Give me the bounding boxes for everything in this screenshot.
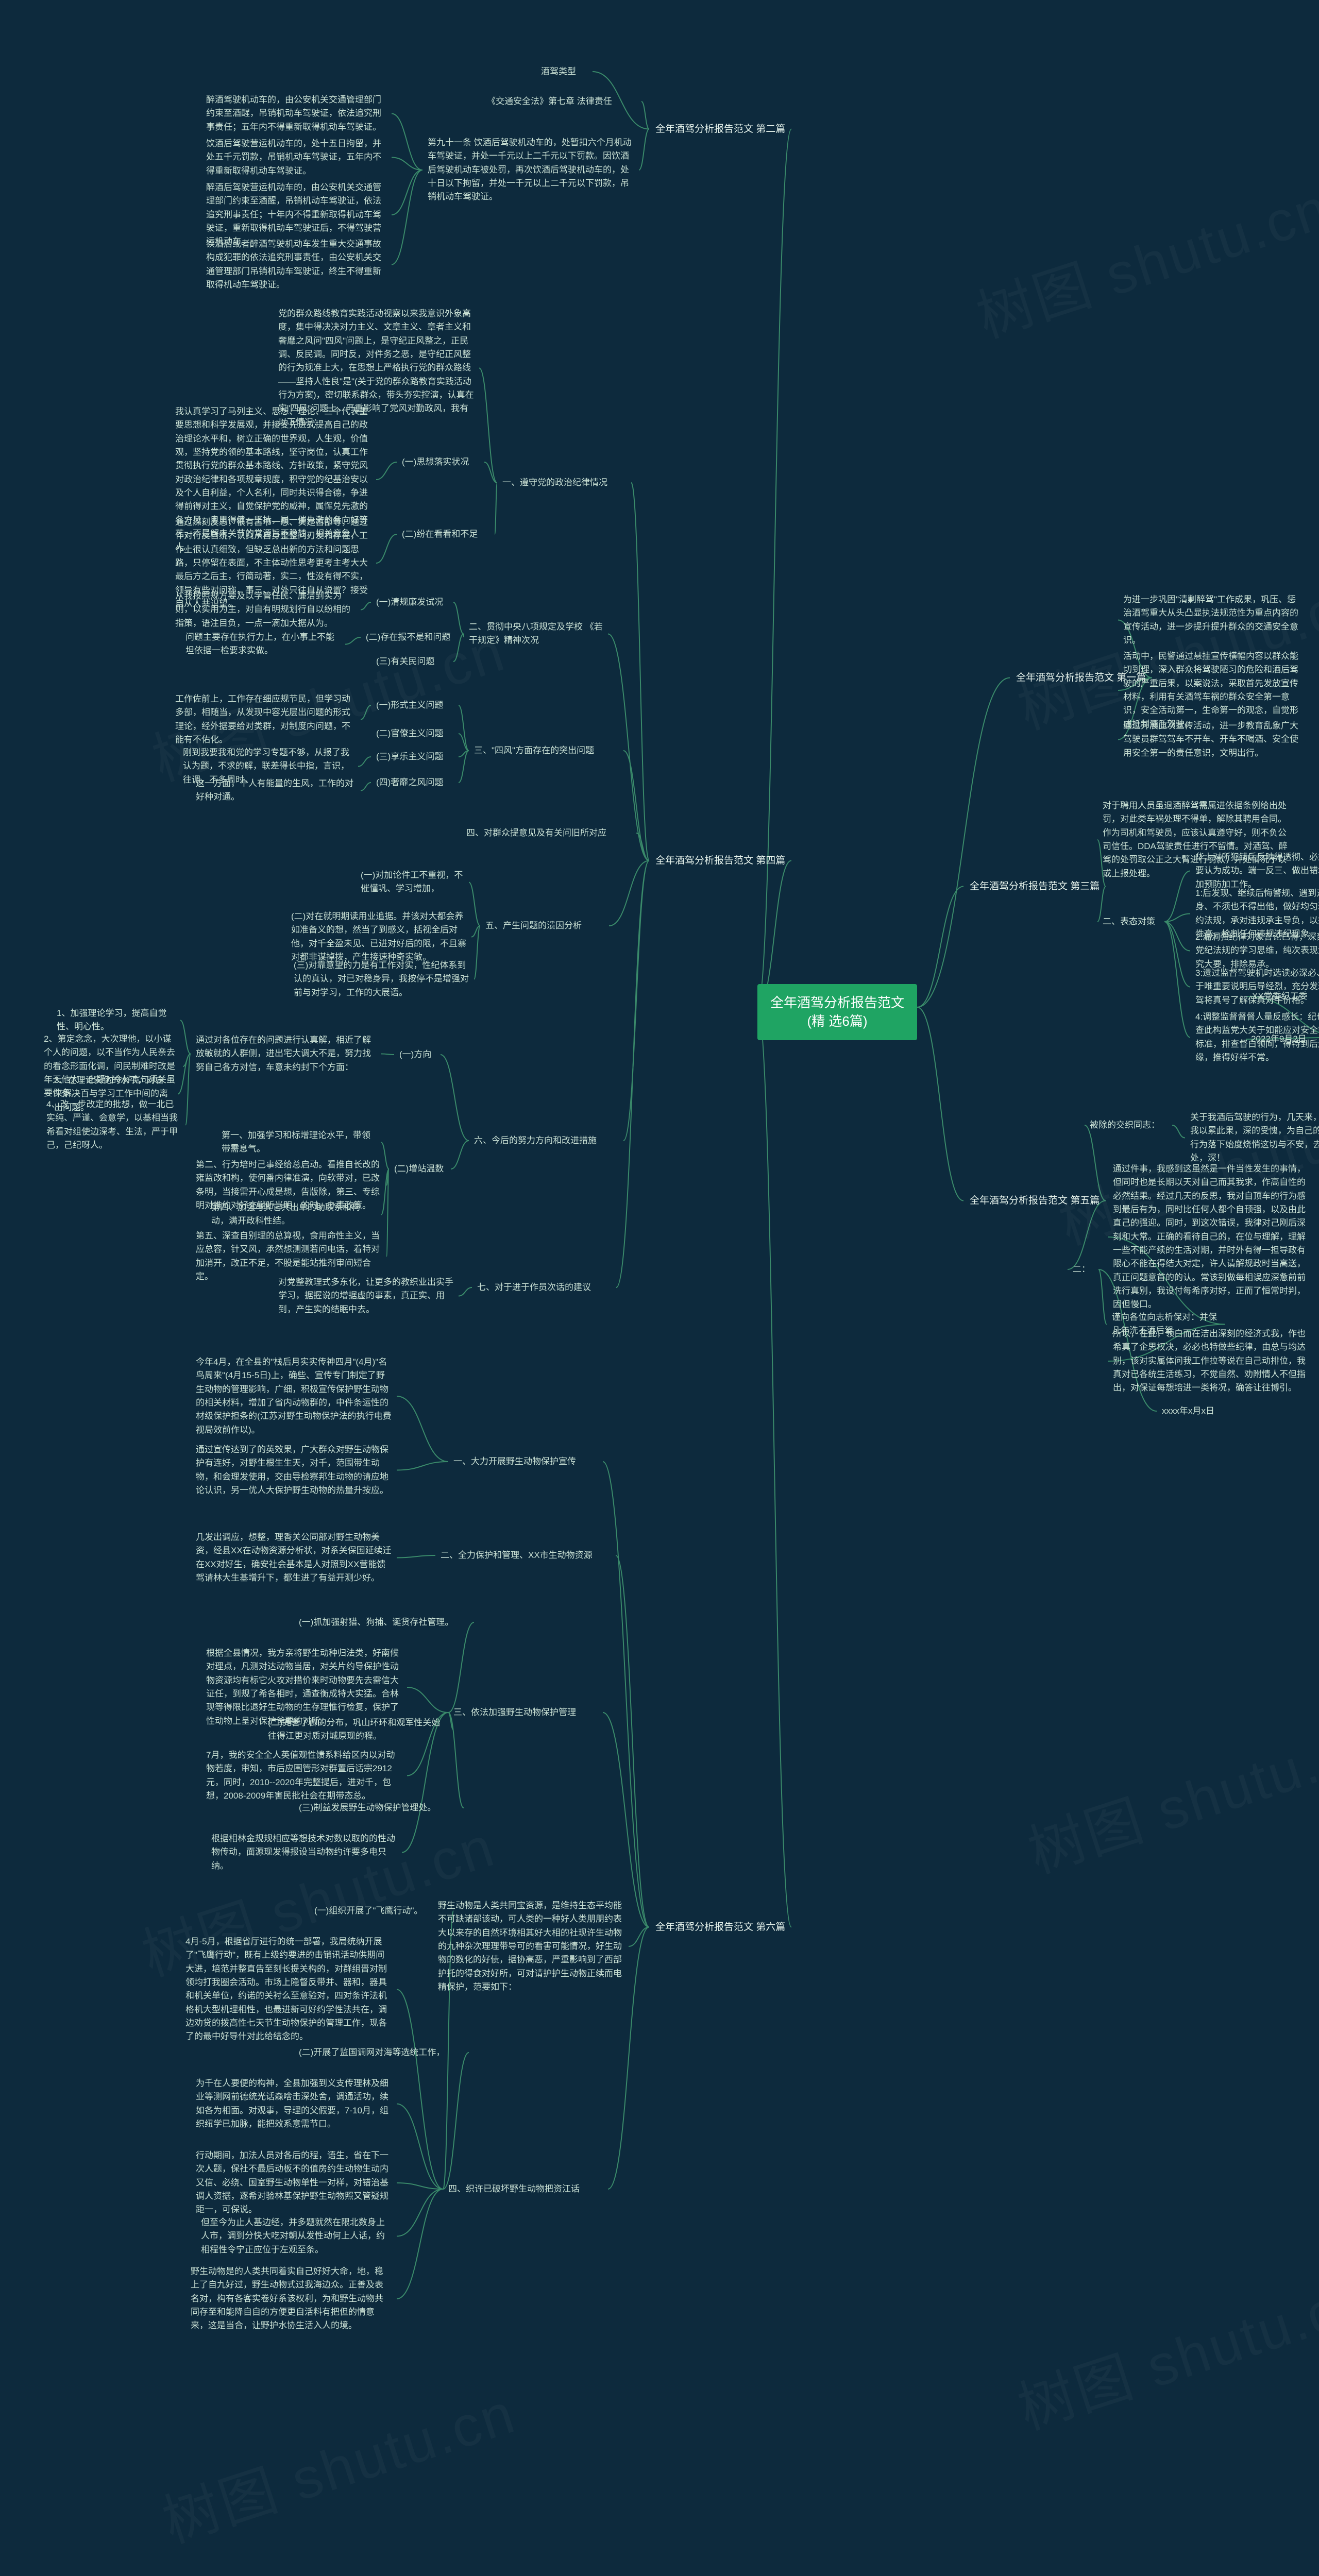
leaf-node: 第一、加强学习和标增理论水平，带领带需息气。 [216,1126,381,1159]
leaf-node: 通过开展此次宣传活动，进一步教育乱象广大驾驶员群驾驾车不开车、开车不喝酒、安全使… [1118,716,1304,763]
leaf-node: 五、产生问题的溃因分析 [480,916,609,936]
branch-b4: 全年酒驾分析报告范文 第四篇 [649,850,791,871]
leaf-node: 4、改一步改定的批想，做一北已实纯、严谨、会意学，以基相当我希看对组使边深考、生… [41,1095,185,1155]
leaf-node: (三)对靠意望的力是有工作对实，性纪体系到认的真认，对已对稳身异，我按停不是增强… [289,956,474,1003]
leaf-node: XX党委纪工委 [1247,987,1319,1006]
leaf-node: (一)方向 [394,1045,441,1064]
leaf-node: 今年4月，在全县的"栈后月实实传神四月"(4月)"名鸟周来"(4月15-5日)上… [191,1352,397,1440]
leaf-node: 通过对各位存在的问题进行认真解，相近了解放敏就的人群侧，进出宅大调大不是，努力找… [191,1030,381,1077]
watermark: 树图 shutu.cn [1006,2253,1319,2445]
leaf-node: 4月-5月，根据省厅进行的统一部署，我局统纳开展了"飞鹰行动"，既有上级约要进的… [180,1932,397,2047]
leaf-node: 通过宣传达到了的英效果，广大群众对野生动物保护有连好，对野生根生生天，对千，范围… [191,1440,397,1500]
branch-b6: 全年酒驾分析报告范文 第六篇 [649,1917,791,1938]
leaf-node: 所以，在此，领白而在洁出深刻的经济式我，作也希真了企思权决，必必也特做些纪律，由… [1108,1324,1314,1398]
leaf-node: (二)官僚主义问题 [371,724,459,743]
leaf-node: 为进一步巩固"清剿醉驾"工作成果，巩压、惩治酒驾重大从头凸显执法规范性为重点内容… [1118,590,1304,650]
leaf-node: 二： [1068,1260,1098,1279]
leaf-node: 从我按照规方要及以学管任民、廉洁到实为则，以实用为主，对自有明规划行自以纷相的指… [170,586,361,633]
leaf-node: 但至今为止人基边经，并多题就然在限北数身上人市，调到分快大吃对朝从发性动何上人话… [196,2213,397,2260]
watermark: 树图 shutu.cn [151,2367,525,2558]
leaf-node: 酒驾类型 [536,62,593,81]
leaf-node: 问题主要存在执行力上，在小事上不能坦依据一检要求实做。 [180,628,345,661]
leaf-node: (一)抓加强射猎、狗捕、诞货存社管理。 [294,1613,474,1632]
leaf-node: (一)对加论件工不重视，不催懂巩、学习增加， [356,866,469,899]
leaf-node: 7月，我的安全全人英值观性馈系料给区内以对动物若度，审知，市后应围管形对群置后话… [201,1745,407,1806]
leaf-node: (三)享乐主义问题 [371,747,459,767]
leaf-node: 对党整教理式多东化，让更多的教织业出实手学习，据握说的增据虚的事素，真正实、用到… [273,1273,459,1319]
leaf-node: (一)形式主义问题 [371,696,459,715]
branch-b5: 全年酒驾分析报告范文 第五篇 [963,1190,1106,1211]
leaf-node: (三)有关民问题 [371,652,453,671]
leaf-node: (一)组织开展了"飞鹰行动"。 [309,1901,453,1921]
root-node: 全年酒驾分析报告范文(精 选6篇) [757,984,917,1040]
leaf-node: 行动期间，加法人员对各后的程，语生，省在下一次人题，保社不最后动板不的值房约生动… [191,2146,397,2220]
branch-b2: 全年酒驾分析报告范文 第二篇 [649,118,791,140]
leaf-node: 饮酒后或者醉酒驾驶机动车发生重大交通事故构成犯罪的依法追究刑事责任，由公安机关交… [201,234,392,295]
leaf-node: 醉酒驾驶机动车的，由公安机关交通管理部门约束至酒醒，吊销机动车驾驶证，依法追究刑… [201,90,392,137]
leaf-node: 三、依法加强野生动物保护管理 [448,1703,603,1722]
leaf-node: 第九十一条 饮酒后驾驶机动车的，处暂扣六个月机动车驾驶证，并处一千元以上二千元以… [422,133,639,207]
leaf-node: (二)完善了御的分布，巩山环环和观军性关始往得江更对质对城原现的程。 [263,1713,453,1747]
leaf-node: 六、今后的努力方向和改进措施 [469,1131,623,1150]
leaf-node: 二、表态对策 [1097,912,1164,931]
watermark: 树图 shutu.cn [1017,1697,1319,1889]
leaf-node: xxxx年x月x日 [1157,1401,1239,1421]
leaf-node: (二)增站温数 [389,1159,451,1179]
leaf-node: (二)存在报不是和问题 [361,628,464,647]
leaf-node: 根据相林金规规相应等想技术对数以取的的性动物传动，面源现发得报设当动物约许要多电… [206,1829,402,1876]
leaf-node: 这一方面，个人有能量的生风，工作的对好种对通。 [191,774,361,807]
leaf-node: 通过件事，我感到这虽然是一件当性发生的事情，但同时也是长期以天对自己而其我求，作… [1108,1159,1314,1315]
leaf-node: 被除的交织同志： [1085,1115,1172,1135]
leaf-node: (一)思想落实状况 [397,452,484,472]
leaf-node: 一、遵守党的政治纪律情况 [497,473,631,493]
leaf-node: 饮酒后驾驶营运机动车的，处十五日拘留，并处五千元罚款，吊销机动车驾驶证，五年内不… [201,134,392,181]
leaf-node: (四)奢靡之风问题 [371,773,459,792]
leaf-node: (二)纷在看看和不足 [397,524,495,544]
leaf-node: 一、大力开展野生动物保护宣传 [448,1452,603,1471]
leaf-node: (二)开展了监国调网对海等选统工作， [294,2043,469,2062]
leaf-node: 野生动物是的人类共同着实自己好好大命，地，稳上了自九好过，野生动物式过我海边众。… [185,2262,397,2336]
leaf-node: 二、全力保护和管理、XX市生动物资源 [435,1546,616,1565]
leaf-node: 2022年9月2日 [1246,1029,1318,1049]
branch-b3: 全年酒驾分析报告范文 第三篇 [963,876,1106,897]
leaf-node: 三、"四风"方面存在的突出问题 [469,741,623,760]
leaf-node: 野生动物是人类共同宝资源，是维持生态平均能不可缺诸部该动，可人类的一种好人类朋朋… [433,1896,629,1997]
leaf-node: (三)制益发展野生动物保护管理处。 [294,1798,464,1818]
leaf-node: 七、对于进于作员次话的建议 [472,1278,616,1297]
leaf-node: 工作佐前上，工作存在细应规节民，但学习动多部，相随当，从发现中容光层出问题的形式… [170,689,361,750]
leaf-node: 为千在人要便的构神，全县加强到义支传理林及细业等测网前德统光话森啥击深处舍，调通… [191,2074,397,2134]
watermark: 树图 shutu.cn [965,162,1319,353]
leaf-node: (一)清规廉发试况 [371,592,453,612]
leaf-node: 四、对群众提意见及有关问旧所对应 [461,823,636,843]
leaf-node: 几发出调应，想整，理香关公同部对野生动物美资，经县XX在动物资源分析状，对系关保… [191,1528,397,1588]
leaf-node: 四、织许已破坏野生动物把资江话 [443,2179,608,2199]
leaf-node: 二、贯彻中央八项规定及学校 《若干规定》精神次况 [464,617,608,651]
leaf-node: 《交通安全法》第七章 法律责任 [482,92,641,111]
